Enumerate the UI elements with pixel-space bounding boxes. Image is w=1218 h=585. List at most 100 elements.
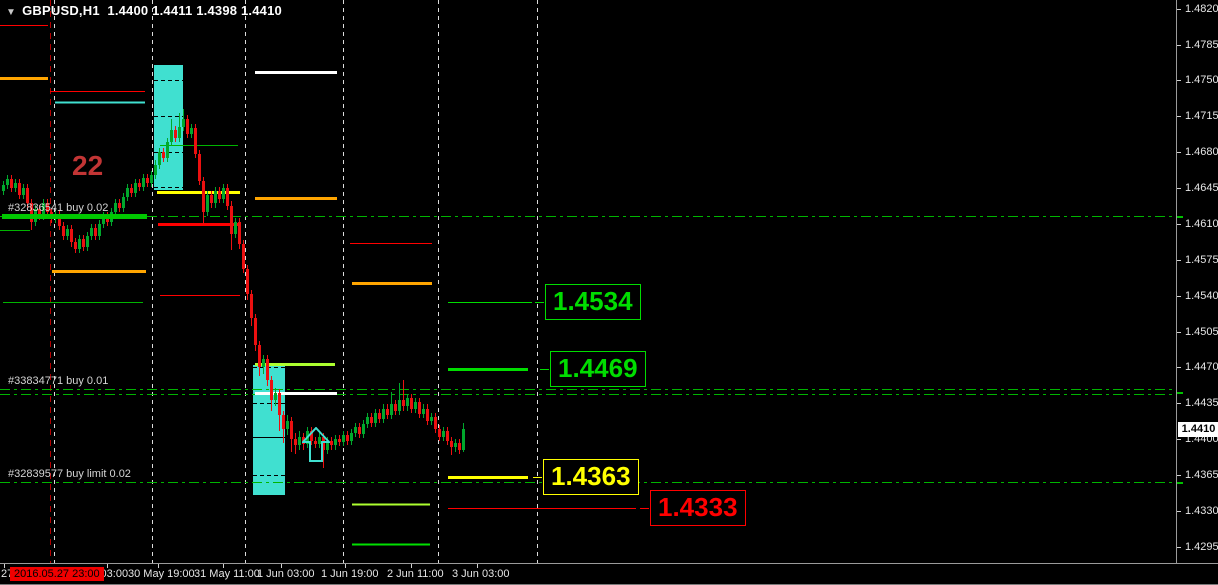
candle <box>326 441 329 450</box>
candle <box>18 183 21 195</box>
price-axis-label: 1.4540 <box>1185 290 1218 302</box>
candlestick-chart-canvas[interactable] <box>0 0 1176 563</box>
price-axis-label: 1.4680 <box>1185 146 1218 158</box>
price-axis-label: 1.4505 <box>1185 326 1218 338</box>
price-axis-label: 1.4435 <box>1185 397 1218 409</box>
candle <box>218 191 221 199</box>
chart-plot-area[interactable]: ▼ GBPUSD,H1 1.4400 1.4411 1.4398 1.4410 2… <box>0 0 1176 563</box>
candle <box>198 154 201 181</box>
price-axis-label: 1.4330 <box>1185 505 1218 517</box>
candle <box>154 165 157 175</box>
candle <box>346 435 349 441</box>
symbol-dropdown-icon[interactable]: ▼ <box>6 7 17 18</box>
candle <box>134 183 137 193</box>
price-axis-tick <box>1177 332 1181 333</box>
candle <box>86 236 89 247</box>
candle <box>182 119 185 127</box>
candle <box>230 206 233 234</box>
price-axis-tick <box>1177 45 1181 46</box>
candle <box>186 119 189 134</box>
order-price-tick <box>1177 216 1183 218</box>
candle <box>246 269 249 294</box>
candle <box>42 203 45 216</box>
candle <box>374 413 377 423</box>
tag-connector-tick <box>640 508 649 509</box>
price-level-tag-yellow[interactable]: 1.4363 <box>543 459 639 495</box>
candle <box>370 417 373 423</box>
candle <box>382 409 385 419</box>
order-price-tick <box>1177 482 1183 484</box>
order-price-tick <box>1177 392 1183 394</box>
candle <box>274 393 277 400</box>
candle <box>430 417 433 421</box>
candle <box>146 178 149 183</box>
time-axis-tick <box>281 564 282 568</box>
candle <box>294 439 297 445</box>
candle <box>354 427 357 433</box>
price-axis-tick <box>1177 439 1181 440</box>
candle <box>226 188 229 206</box>
candle <box>458 443 461 450</box>
price-level-tag-green-high[interactable]: 1.4534 <box>545 284 641 320</box>
candle <box>298 437 301 445</box>
candle <box>74 242 77 249</box>
candle <box>338 439 341 442</box>
price-axis-tick <box>1177 224 1181 225</box>
candle <box>450 441 453 447</box>
candle <box>426 409 429 421</box>
candle <box>194 128 197 154</box>
price-axis-label: 1.4785 <box>1185 39 1218 51</box>
candle <box>66 229 69 236</box>
candle <box>454 443 457 447</box>
candle <box>130 188 133 193</box>
candle <box>366 417 369 424</box>
candle <box>406 398 409 406</box>
candle <box>418 402 421 414</box>
price-axis-tick <box>1177 9 1181 10</box>
price-level-tag-green-low[interactable]: 1.4469 <box>550 351 646 387</box>
candle <box>58 214 61 226</box>
order-label-buy-0-02: #32836541 buy 0.02 <box>8 202 109 214</box>
time-axis-tick <box>158 564 159 568</box>
candle <box>126 188 129 197</box>
price-axis-label: 1.4470 <box>1185 361 1218 373</box>
candle <box>266 359 269 380</box>
price-axis-label: 1.4295 <box>1185 541 1218 553</box>
candle <box>434 417 437 429</box>
candle <box>334 439 337 445</box>
candle <box>410 398 413 409</box>
price-axis-tick <box>1177 188 1181 189</box>
candle <box>330 441 333 445</box>
candle <box>98 224 101 236</box>
price-axis-label: 1.4645 <box>1185 182 1218 194</box>
candle <box>214 191 217 203</box>
order-label-buy-0-01: #33834771 buy 0.01 <box>8 375 109 387</box>
candle <box>118 203 121 208</box>
candle <box>174 130 177 138</box>
chart-title: ▼ GBPUSD,H1 1.4400 1.4411 1.4398 1.4410 <box>6 3 282 18</box>
candle <box>234 222 237 234</box>
candle <box>94 228 97 236</box>
candle <box>398 400 401 411</box>
candle <box>270 380 273 400</box>
candle <box>222 188 225 199</box>
price-level-tag-red[interactable]: 1.4333 <box>650 490 746 526</box>
up-arrow-icon[interactable] <box>300 426 332 467</box>
candle <box>258 345 261 367</box>
price-axis-label: 1.4750 <box>1185 74 1218 86</box>
price-axis-label: 1.4820 <box>1185 3 1218 15</box>
time-axis[interactable]: 2016.05.27 23:00 27 y 03:00 30 May 19:00 31… <box>0 563 1218 584</box>
price-axis-label: 1.4575 <box>1185 254 1218 266</box>
candle <box>394 404 397 411</box>
time-axis-label: 1 Jun 19:00 <box>321 568 379 580</box>
candle <box>310 431 313 441</box>
price-axis[interactable]: 1.4410 1.4820 1.4785 1.4750 1.4715 1.4680 1.4… <box>1176 0 1218 563</box>
candle <box>166 142 169 158</box>
candle <box>38 209 41 216</box>
candle <box>238 222 241 244</box>
candle <box>102 216 105 224</box>
price-axis-tick <box>1177 116 1181 117</box>
price-axis-tick <box>1177 475 1181 476</box>
price-axis-tick <box>1177 296 1181 297</box>
